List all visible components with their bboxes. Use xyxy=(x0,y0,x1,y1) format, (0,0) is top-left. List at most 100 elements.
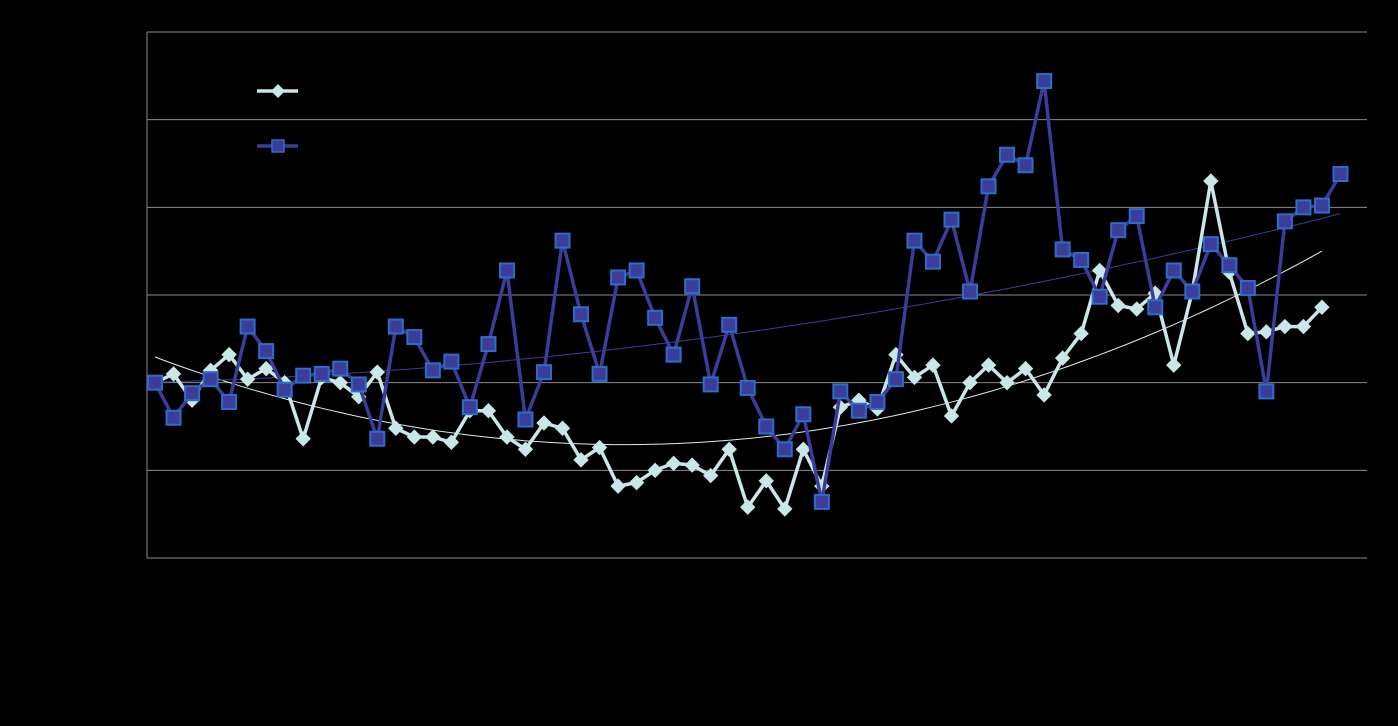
series-2-point xyxy=(869,393,886,410)
trendlines xyxy=(154,213,1341,446)
series-1-point xyxy=(684,457,700,473)
series-1-point xyxy=(573,452,589,468)
series-2-point xyxy=(184,385,201,402)
series-1-point xyxy=(1240,325,1256,342)
series-1-point xyxy=(332,374,348,391)
series-1-point xyxy=(388,420,404,436)
series-2-point xyxy=(962,283,979,300)
series-2-point xyxy=(1091,288,1108,305)
series-2-point xyxy=(295,367,312,384)
series-2-point xyxy=(350,376,367,393)
series-2-point xyxy=(1128,208,1145,225)
series-2-point xyxy=(776,441,793,458)
series-2-point xyxy=(591,365,608,382)
series-2-point xyxy=(795,406,812,423)
series-2-point xyxy=(1054,241,1071,258)
series-1-point xyxy=(777,501,793,517)
series-1-point xyxy=(925,357,941,373)
series-2-point xyxy=(147,374,163,391)
series-2-point xyxy=(943,211,960,228)
series-2-point xyxy=(258,343,275,360)
series-1-point xyxy=(1166,357,1182,373)
trendline-1 xyxy=(154,250,1323,446)
series-2-point xyxy=(1313,197,1330,214)
series-2-point xyxy=(924,253,941,270)
series-1-point xyxy=(554,420,571,436)
series-1-point xyxy=(758,473,774,489)
series-2-point xyxy=(554,232,571,249)
series-1-point xyxy=(1258,324,1275,340)
series-2-point xyxy=(999,146,1016,163)
legend-marker xyxy=(271,84,285,98)
series-layer xyxy=(147,73,1349,517)
series-1-point xyxy=(369,364,385,380)
series-2-point xyxy=(387,318,404,335)
series-2-point xyxy=(1036,73,1053,90)
series-1-point xyxy=(165,366,182,382)
series-1-point xyxy=(425,429,441,445)
series-1-point xyxy=(517,441,534,458)
series-1-point xyxy=(628,474,645,491)
series-1-point xyxy=(1277,318,1293,335)
series-2-point xyxy=(1258,383,1275,400)
legend-entry-2 xyxy=(257,139,298,153)
series-1-point xyxy=(1054,350,1071,366)
series-1-point xyxy=(610,478,626,494)
series-2-point xyxy=(480,336,497,353)
series-2-point xyxy=(1110,222,1127,239)
series-1-point xyxy=(1129,301,1145,317)
series-1-point xyxy=(295,431,311,447)
series-2-point xyxy=(313,365,330,382)
series-1-point xyxy=(1314,299,1330,315)
series-2-point xyxy=(461,399,478,416)
series-1-point xyxy=(1073,325,1089,342)
series-2-point xyxy=(758,418,775,435)
series-1-point xyxy=(665,455,682,472)
series-2-point xyxy=(832,383,849,400)
series-2-point xyxy=(1017,157,1034,174)
series-2-point xyxy=(424,362,441,379)
series-2-point xyxy=(1073,251,1090,268)
series-1-point xyxy=(536,415,552,431)
series-1-point xyxy=(943,408,960,424)
series-1-point xyxy=(740,499,756,515)
series-1-point xyxy=(499,429,515,445)
series-1-point xyxy=(258,360,274,377)
legend-entry-1 xyxy=(257,84,298,98)
series-1-point xyxy=(1295,318,1312,335)
series-2-point xyxy=(980,178,997,195)
series-2-point xyxy=(1221,257,1238,274)
series-1-point xyxy=(647,462,663,479)
series-1-point xyxy=(1017,360,1034,377)
series-2-point xyxy=(647,309,664,326)
series-1-point xyxy=(1203,173,1219,189)
series-2-point xyxy=(1239,279,1256,296)
series-1-point xyxy=(221,346,237,363)
series-2-point xyxy=(332,360,349,377)
series-2-point xyxy=(739,379,756,396)
series-1-point xyxy=(443,434,460,450)
series-2-point xyxy=(517,411,534,428)
series-1-point xyxy=(591,439,608,456)
series-2 xyxy=(147,73,1349,510)
series-2-point xyxy=(665,346,682,363)
series-2-point xyxy=(276,381,293,398)
series-2-point xyxy=(721,316,738,333)
series-1 xyxy=(147,173,1330,517)
series-2-point xyxy=(813,493,830,510)
series-1-point xyxy=(1036,387,1052,403)
series-1-point xyxy=(702,467,719,484)
series-2-point xyxy=(498,262,515,279)
series-2-point xyxy=(1184,283,1201,300)
trendline-2 xyxy=(154,213,1341,383)
series-1-point xyxy=(906,369,923,386)
series-2-point xyxy=(684,278,701,295)
series-1-point xyxy=(1091,262,1108,279)
series-2-point xyxy=(165,409,182,426)
series-1-point xyxy=(721,441,737,458)
series-2-point xyxy=(1332,166,1349,183)
series-2-point xyxy=(610,269,627,286)
series-2-point xyxy=(573,306,590,323)
series-2-point xyxy=(1165,262,1182,279)
